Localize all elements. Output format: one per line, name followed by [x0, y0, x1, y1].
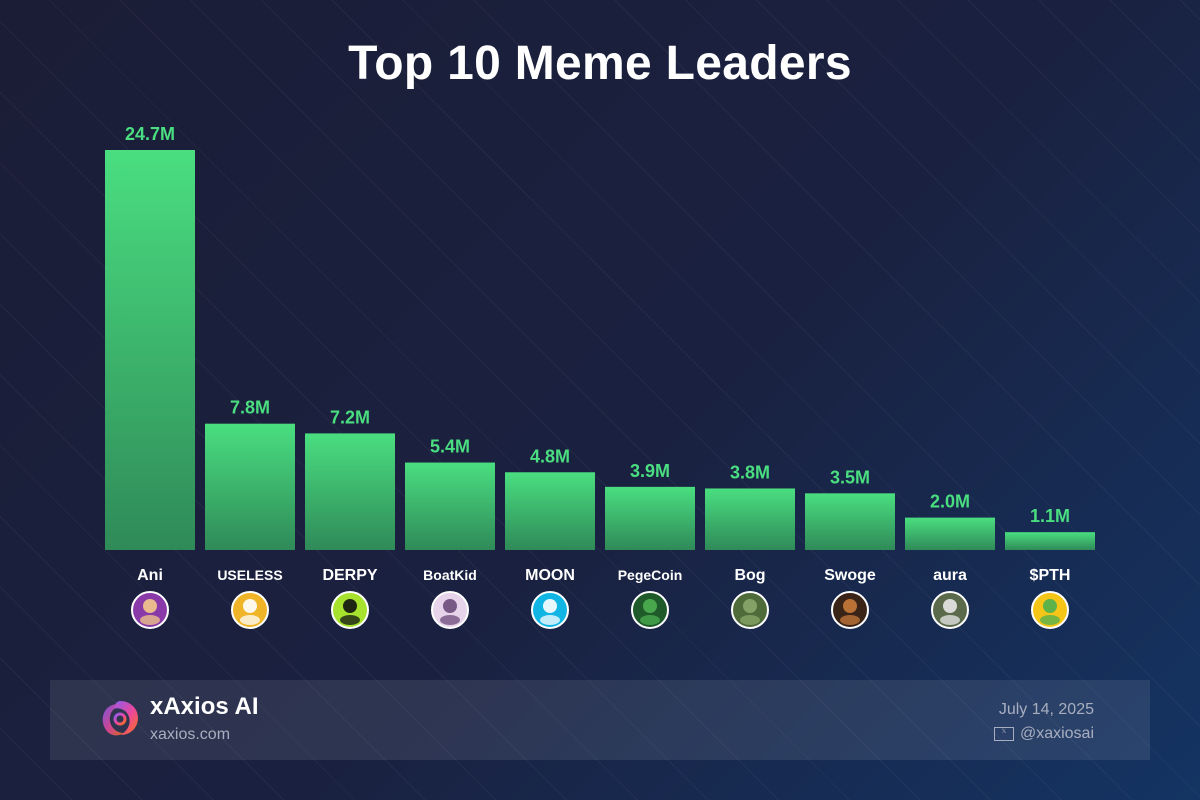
xaxios-logo-icon — [102, 701, 138, 736]
category-label-derpy: DERPY — [322, 567, 377, 584]
pegecoin-frog-icon — [631, 591, 669, 629]
swoge-dog-icon — [831, 591, 869, 629]
ani-avatar-icon — [131, 591, 169, 629]
category-label-pegecoin: PegeCoin — [618, 567, 683, 583]
value-label-ani: 24.7M — [125, 124, 175, 144]
bar-chart: 24.7M 7.8M 7.2M 5.4M 4.8M 3.9M 3.8M 3.5M 2.0M 1.1… — [105, 124, 1095, 629]
category-labels-group: Ani USELESS DERPY BoatKid MOON PegeCoin Bog Swo… — [137, 567, 1070, 584]
bar-ani — [105, 150, 195, 550]
category-label-pth: $PTH — [1030, 567, 1071, 584]
bar-pth — [1005, 532, 1095, 550]
derpy-mascot-icon — [331, 591, 369, 629]
token-icons-group — [131, 591, 1069, 629]
footer-date: July 14, 2025 — [998, 701, 1094, 718]
category-label-useless: USELESS — [217, 567, 282, 583]
value-label-pth: 1.1M — [1030, 506, 1070, 526]
value-label-derpy: 7.2M — [330, 407, 370, 427]
footer-handle: @xaxiosai — [1019, 725, 1094, 742]
useless-logo-icon — [231, 591, 269, 629]
value-label-useless: 7.8M — [230, 398, 270, 418]
footer: xAxios AI xaxios.com July 14, 2025 𝕏 @xa… — [50, 680, 1150, 760]
pth-frog-icon — [1031, 591, 1069, 629]
bar-swoge — [805, 493, 895, 550]
x-social-icon: 𝕏 — [993, 727, 1014, 741]
value-label-swoge: 3.5M — [830, 467, 870, 487]
value-label-boatkid: 5.4M — [430, 437, 470, 457]
category-label-bog: Bog — [734, 567, 765, 584]
bar-derpy — [305, 433, 395, 550]
bar-useless — [205, 423, 295, 550]
boatkid-picture-icon — [431, 591, 469, 629]
page-title: Top 10 Meme Leaders — [348, 37, 852, 90]
bar-boatkid — [405, 462, 495, 550]
bog-creature-icon — [731, 591, 769, 629]
bar-pegecoin — [605, 486, 695, 550]
category-label-ani: Ani — [137, 567, 163, 584]
bars-group — [105, 150, 1095, 550]
value-label-moon: 4.8M — [530, 446, 570, 466]
aura-figure-icon — [931, 591, 969, 629]
category-label-swoge: Swoge — [824, 567, 876, 584]
footer-handle-row[interactable]: 𝕏 @xaxiosai — [993, 725, 1094, 743]
category-label-boatkid: BoatKid — [423, 567, 477, 583]
value-label-aura: 2.0M — [930, 492, 970, 512]
value-label-pegecoin: 3.9M — [630, 461, 670, 481]
moon-logo-icon — [531, 591, 569, 629]
value-labels-group: 24.7M 7.8M 7.2M 5.4M 4.8M 3.9M 3.8M 3.5M 2.0M 1.1… — [125, 124, 1070, 526]
category-label-moon: MOON — [525, 567, 575, 584]
value-label-bog: 3.8M — [730, 462, 770, 482]
bar-bog — [705, 488, 795, 550]
brand-url[interactable]: xaxios.com — [150, 726, 231, 743]
bar-aura — [905, 517, 995, 550]
bar-moon — [505, 472, 595, 550]
brand-name: xAxios AI — [150, 693, 259, 720]
category-label-aura: aura — [933, 567, 967, 584]
